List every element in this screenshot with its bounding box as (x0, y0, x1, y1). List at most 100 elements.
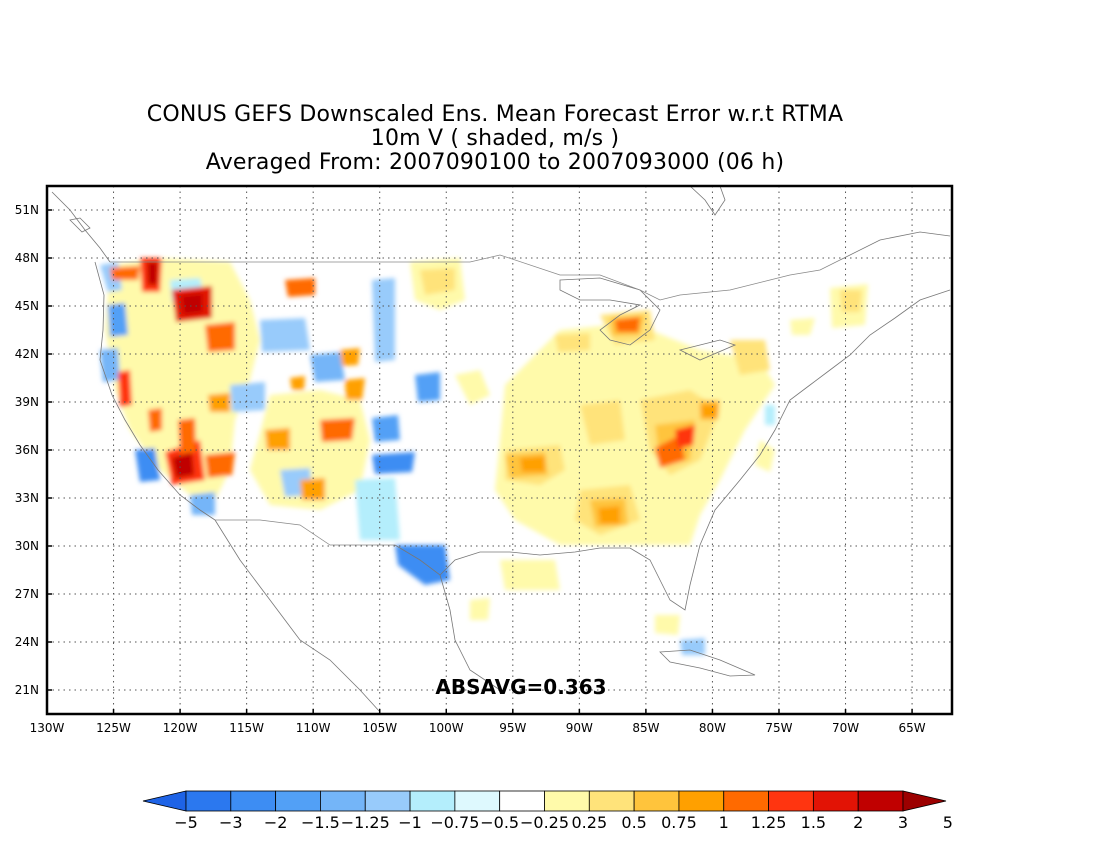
shade-region (110, 266, 140, 280)
lon-tick-label: 110W (296, 721, 331, 735)
lon-tick-label: 130W (30, 721, 65, 735)
latitude-axis: 21N 24N 27N 30N 33N 36N 39N 42N 45N 48N 51N (15, 203, 52, 697)
hudson-coast (689, 186, 726, 216)
shade-region (260, 318, 310, 352)
shade-region (700, 404, 718, 418)
gulf-coast (394, 544, 701, 611)
shade-region (372, 415, 400, 442)
shade-region (520, 456, 545, 472)
pacific-coast (94, 261, 216, 521)
colorbar-label: 1 (719, 813, 729, 832)
shade-region (372, 452, 415, 474)
lon-tick-label: 65W (899, 721, 926, 735)
colorbar-box (454, 790, 501, 812)
shade-region (208, 393, 230, 412)
lon-tick-label: 70W (832, 721, 859, 735)
shade-region (598, 506, 620, 524)
shade-region (765, 405, 775, 425)
lat-tick-label: 45N (15, 299, 39, 313)
colorbar-label: 0.5 (621, 813, 646, 832)
shade-region (675, 425, 695, 448)
shade-region (310, 352, 345, 382)
colorbar-label: −1.5 (301, 813, 340, 832)
colorbar-box (544, 790, 590, 812)
colorbar-arrow-right (902, 790, 947, 812)
colorbar-labels: −5 −3 −2 −1.5 −1.25 −1 −0.75 −0.5 −0.25 0.25 0.5 0.… (174, 813, 953, 832)
colorbar-label: −2 (264, 813, 288, 832)
shade-region (372, 278, 395, 362)
shade-region (285, 278, 315, 297)
colorbar-label: −1.25 (341, 813, 390, 832)
colorbar-label: −0.5 (480, 813, 519, 832)
colorbar-label: 0.25 (572, 813, 608, 832)
colorbar-label: −3 (219, 813, 243, 832)
absavg-statistic: ABSAVG=0.363 (435, 675, 606, 699)
shade-region (340, 348, 360, 366)
shade-region (455, 370, 490, 405)
colorbar-box (499, 790, 545, 812)
shade-region (300, 478, 325, 500)
shade-region (320, 418, 355, 442)
lat-tick-label: 30N (15, 539, 39, 553)
colorbar-label: −0.25 (520, 813, 569, 832)
lon-tick-label: 75W (765, 721, 792, 735)
shade-region (345, 378, 365, 400)
colorbar-box (230, 790, 277, 812)
colorbar-box (723, 790, 769, 812)
shade-region (555, 333, 590, 352)
shade-region (615, 317, 640, 332)
shade-region (118, 370, 132, 407)
shade-region (730, 340, 770, 375)
lon-tick-label: 95W (499, 721, 526, 735)
lat-tick-label: 51N (15, 203, 39, 217)
great-lakes (559, 277, 661, 346)
canada-coast (839, 231, 951, 261)
shade-region (100, 348, 120, 382)
west-islands (69, 217, 91, 233)
shade-region (265, 428, 290, 450)
colorbar-label: −1 (398, 813, 422, 832)
shade-region (172, 452, 194, 478)
pacific-northwest-coast (51, 191, 111, 263)
coastlines (51, 186, 951, 713)
shade-region (290, 376, 305, 390)
colorbar-label: 1.5 (801, 813, 826, 832)
lat-tick-label: 24N (15, 635, 39, 649)
shade-region (205, 322, 235, 352)
shade-region (790, 318, 815, 335)
lon-tick-label: 100W (429, 721, 464, 735)
shade-region (135, 448, 160, 482)
colorbar-box (812, 790, 859, 812)
mexico-coast (214, 519, 381, 713)
colorbar-box (275, 790, 321, 812)
shaded-field (100, 258, 868, 655)
lon-tick-label: 120W (163, 721, 198, 735)
lat-tick-label: 36N (15, 443, 39, 457)
shade-region (840, 290, 862, 312)
colorbar-label: 3 (898, 813, 908, 832)
lon-tick-label: 115W (229, 721, 264, 735)
colorbar-box (364, 790, 411, 812)
colorbar-box (409, 790, 456, 812)
shade-region (105, 258, 260, 500)
colorbar-box (768, 790, 814, 812)
colorbar-arrow-left (142, 790, 187, 812)
shade-region (500, 560, 560, 590)
map-title-line-1: CONUS GEFS Downscaled Ens. Mean Forecast… (146, 102, 844, 127)
lat-tick-label: 42N (15, 347, 39, 361)
shade-region (395, 545, 450, 585)
shade-region (415, 372, 440, 402)
colorbar-box (320, 790, 366, 812)
shade-region (205, 452, 235, 478)
colorbar-label: 1.25 (751, 813, 787, 832)
colorbar-box (678, 790, 725, 812)
map-title-line-2: 10m V ( shaded, m/s ) (370, 126, 620, 151)
shade-region (495, 325, 775, 545)
colorbar-label: −5 (174, 813, 198, 832)
longitude-axis: 130W 125W 120W 115W 110W 105W 100W 95W 90W 85W 80W… (30, 709, 926, 735)
shade-region (108, 303, 128, 337)
colorbar-box (633, 790, 680, 812)
shade-region (755, 440, 775, 472)
shade-region (355, 478, 400, 540)
